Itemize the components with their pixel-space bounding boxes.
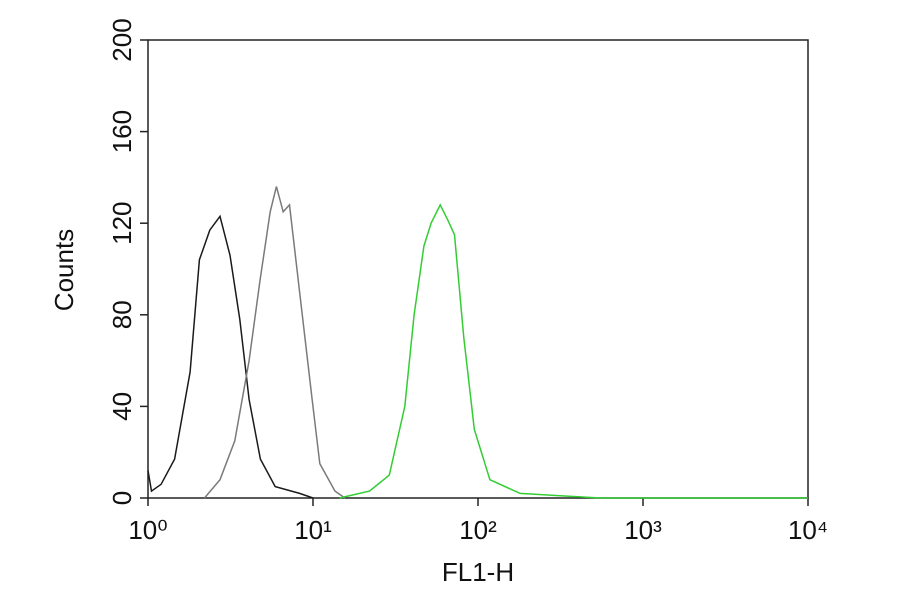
y-tick-label: 160 [107, 110, 137, 153]
histogram-line [147, 214, 314, 499]
x-tick-label: 10⁰ [128, 515, 167, 545]
x-tick-label: 10² [459, 515, 497, 545]
y-tick-label: 80 [107, 300, 137, 329]
y-tick-label: 40 [107, 392, 137, 421]
y-tick-label: 0 [107, 491, 137, 505]
y-tick-label: 200 [107, 18, 137, 61]
histogram-line [203, 186, 346, 499]
x-tick-label: 10⁴ [788, 515, 828, 545]
x-tick-label: 10³ [624, 515, 662, 545]
y-axis-label: Counts [49, 229, 79, 311]
x-tick-label: 10¹ [294, 515, 332, 545]
x-axis-label: FL1-H [442, 557, 514, 587]
plot-frame [147, 39, 809, 499]
y-tick-label: 120 [107, 202, 137, 245]
histogram-line [339, 203, 808, 499]
